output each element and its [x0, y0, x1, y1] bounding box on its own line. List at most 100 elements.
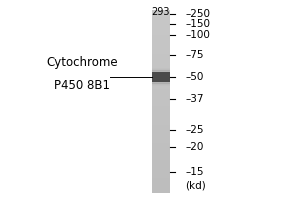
- Bar: [152, 71, 170, 72]
- Bar: [152, 24, 170, 25]
- Bar: [152, 149, 170, 151]
- Bar: [152, 187, 170, 188]
- Bar: [152, 31, 170, 32]
- Bar: [152, 60, 170, 61]
- Bar: [152, 164, 170, 165]
- Bar: [152, 104, 170, 105]
- Bar: [152, 95, 170, 96]
- Bar: [152, 121, 170, 122]
- Bar: [152, 72, 170, 82]
- Text: 293: 293: [152, 7, 170, 17]
- Bar: [152, 96, 170, 97]
- Bar: [152, 92, 170, 93]
- Bar: [152, 80, 170, 81]
- Bar: [152, 136, 170, 137]
- Bar: [152, 13, 170, 14]
- Bar: [152, 115, 170, 116]
- Bar: [152, 88, 170, 90]
- Bar: [152, 184, 170, 185]
- Bar: [152, 99, 170, 101]
- Bar: [152, 120, 170, 122]
- Bar: [152, 25, 170, 26]
- Bar: [152, 39, 170, 41]
- Bar: [152, 76, 170, 78]
- Bar: [152, 52, 170, 53]
- Bar: [152, 51, 170, 52]
- Bar: [152, 105, 170, 106]
- Bar: [152, 174, 170, 175]
- Text: Cytochrome: Cytochrome: [46, 56, 118, 69]
- Bar: [152, 155, 170, 156]
- Bar: [152, 157, 170, 159]
- Bar: [152, 144, 170, 145]
- Bar: [152, 57, 170, 59]
- Bar: [152, 35, 170, 36]
- Bar: [152, 27, 170, 29]
- Bar: [152, 50, 170, 51]
- Bar: [152, 161, 170, 162]
- Bar: [152, 28, 170, 30]
- Bar: [152, 71, 170, 72]
- Bar: [152, 30, 170, 31]
- Bar: [152, 106, 170, 108]
- Bar: [152, 34, 170, 35]
- Bar: [152, 160, 170, 162]
- Bar: [152, 86, 170, 87]
- Bar: [152, 81, 170, 82]
- Bar: [152, 131, 170, 132]
- Bar: [152, 190, 170, 192]
- Bar: [152, 103, 170, 104]
- Bar: [152, 35, 170, 37]
- Bar: [152, 38, 170, 40]
- Bar: [152, 19, 170, 21]
- Bar: [152, 154, 170, 155]
- Bar: [152, 139, 170, 141]
- Bar: [152, 76, 170, 77]
- Bar: [152, 176, 170, 177]
- Bar: [152, 72, 170, 73]
- Bar: [152, 110, 170, 112]
- Bar: [152, 135, 170, 136]
- Bar: [152, 156, 170, 157]
- Bar: [152, 46, 170, 48]
- Bar: [152, 157, 170, 158]
- Bar: [152, 23, 170, 24]
- Bar: [152, 66, 170, 68]
- Bar: [152, 187, 170, 189]
- Bar: [152, 191, 170, 192]
- Bar: [152, 116, 170, 117]
- Bar: [152, 58, 170, 60]
- Bar: [152, 134, 170, 135]
- Bar: [152, 153, 170, 154]
- Bar: [152, 178, 170, 180]
- Bar: [152, 163, 170, 164]
- Bar: [152, 45, 170, 47]
- Bar: [152, 136, 170, 138]
- Bar: [152, 55, 170, 57]
- Bar: [152, 151, 170, 152]
- Bar: [152, 15, 170, 16]
- Bar: [152, 129, 170, 131]
- Bar: [152, 63, 170, 64]
- Bar: [152, 91, 170, 92]
- Bar: [152, 67, 170, 69]
- Bar: [152, 69, 170, 70]
- Bar: [152, 148, 170, 150]
- Bar: [152, 172, 170, 173]
- Bar: [152, 43, 170, 44]
- Bar: [152, 116, 170, 118]
- Bar: [152, 70, 170, 71]
- Bar: [152, 111, 170, 112]
- Bar: [152, 108, 170, 110]
- Bar: [152, 69, 170, 71]
- Bar: [152, 21, 170, 22]
- Bar: [152, 85, 170, 86]
- Bar: [152, 142, 170, 143]
- Bar: [152, 17, 170, 19]
- Bar: [152, 128, 170, 130]
- Bar: [152, 18, 170, 20]
- Bar: [152, 182, 170, 183]
- Bar: [152, 166, 170, 167]
- Bar: [152, 169, 170, 171]
- Bar: [152, 124, 170, 125]
